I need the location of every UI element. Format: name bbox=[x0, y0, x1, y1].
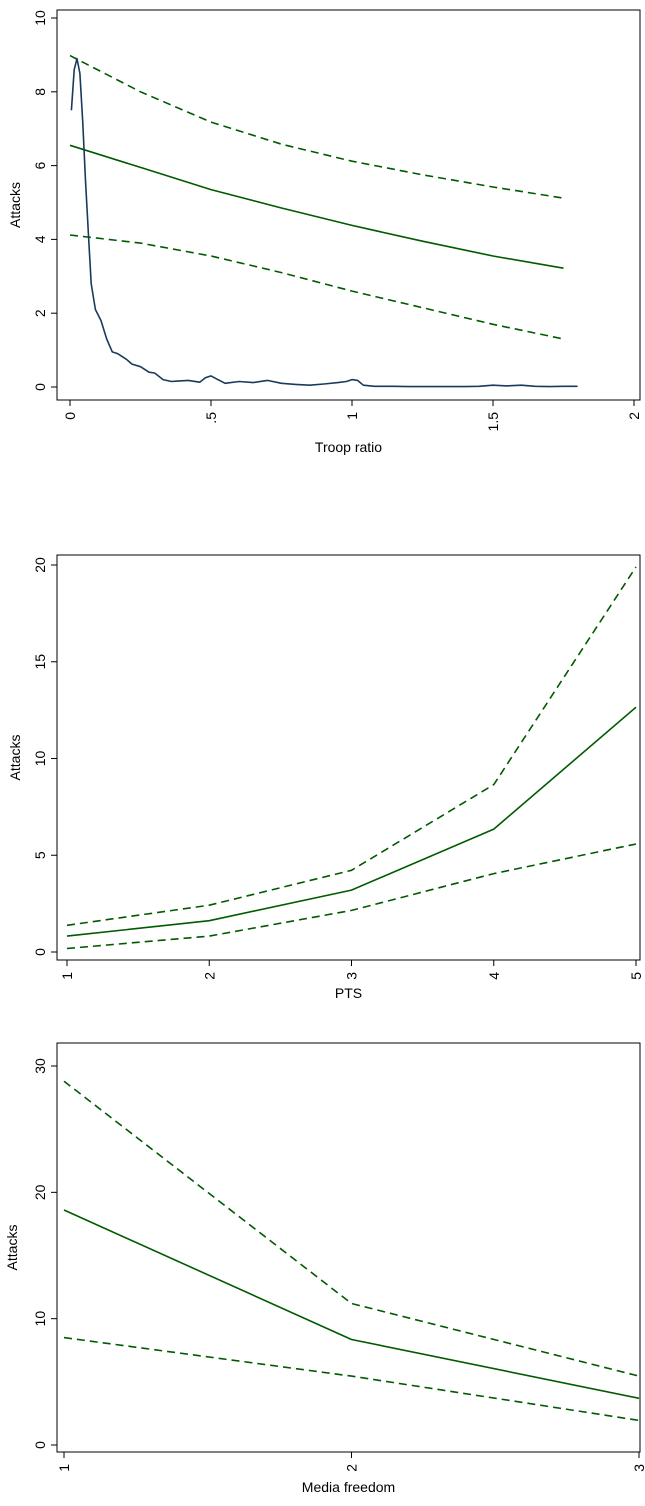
pts-x-axis-title: PTS bbox=[335, 985, 362, 1001]
troop-ratio-y-tick-label: 4 bbox=[32, 235, 48, 243]
media-freedom-y-tick-label: 20 bbox=[32, 1184, 48, 1200]
pts-x-tick-label: 5 bbox=[628, 972, 644, 980]
troop-ratio-y-tick-label: 2 bbox=[32, 309, 48, 317]
media-freedom-x-tick-label: 2 bbox=[344, 1464, 360, 1472]
pts-y-tick-label: 20 bbox=[32, 557, 48, 573]
media-freedom-series-1-dashed-line bbox=[63, 1080, 640, 1377]
troop-ratio-y-axis-title: Attacks bbox=[7, 182, 23, 228]
pts-y-tick-label: 10 bbox=[32, 751, 48, 767]
troop-ratio-x-tick-label: 1 bbox=[344, 412, 360, 420]
media-freedom-y-tick-label: 10 bbox=[32, 1311, 48, 1327]
troop-ratio-chart: 0 .5 1 1.5 2 0 2 4 6 8 10 Troop ratio Attacks bbox=[7, 9, 642, 455]
troop-ratio-x-tick-label: .5 bbox=[203, 412, 219, 424]
pts-series-0-solid-line bbox=[66, 706, 637, 937]
troop-ratio-y-tick-label: 6 bbox=[32, 161, 48, 169]
troop-ratio-y-tick-label: 8 bbox=[32, 88, 48, 96]
media-freedom-x-tick-label: 3 bbox=[631, 1464, 645, 1472]
troop-ratio-x-tick-label: 0 bbox=[62, 412, 78, 420]
pts-x-tick-label: 3 bbox=[344, 972, 360, 980]
troop-ratio-series-2-dashed-line bbox=[69, 234, 564, 340]
media-freedom-x-tick-label: 1 bbox=[56, 1464, 72, 1472]
troop-ratio-series-0-solid-line bbox=[69, 144, 564, 269]
media-freedom-x-axis-title: Media freedom bbox=[302, 1479, 395, 1495]
troop-ratio-y-tick-label: 10 bbox=[32, 10, 48, 26]
pts-y-tick-label: 0 bbox=[32, 948, 48, 956]
pts-chart: 1 2 3 4 5 0 5 10 15 20 PTS Attacks bbox=[7, 554, 644, 1001]
troop-ratio-y-tick-label: 0 bbox=[32, 383, 48, 391]
pts-plot-frame bbox=[56, 554, 641, 961]
pts-x-tick-label: 1 bbox=[59, 972, 75, 980]
pts-series-2-dashed-line bbox=[66, 843, 637, 950]
pts-x-tick-label: 2 bbox=[201, 972, 217, 980]
media-freedom-y-axis-title: Attacks bbox=[4, 1225, 20, 1271]
troop-ratio-x-tick-label: 2 bbox=[626, 412, 642, 420]
media-freedom-y-tick-label: 30 bbox=[32, 1058, 48, 1074]
media-freedom-series-2-dashed-line bbox=[63, 1336, 640, 1422]
pts-y-tick-label: 15 bbox=[32, 654, 48, 670]
pts-series-1-dashed-line bbox=[66, 566, 637, 927]
troop-ratio-x-tick-label: 1.5 bbox=[485, 412, 501, 432]
pts-y-axis-title: Attacks bbox=[7, 735, 23, 781]
media-freedom-series-0-solid-line bbox=[63, 1209, 640, 1400]
troop-ratio-x-axis-title: Troop ratio bbox=[315, 439, 382, 455]
troop-ratio-series-3-solid-line bbox=[70, 57, 578, 388]
troop-ratio-series-1-dashed-line bbox=[69, 54, 564, 199]
media-freedom-y-tick-label: 0 bbox=[32, 1441, 48, 1449]
pts-y-tick-label: 5 bbox=[32, 851, 48, 859]
media-freedom-plot-frame bbox=[56, 1042, 641, 1453]
troop-ratio-plot-frame bbox=[56, 9, 641, 401]
pts-x-tick-label: 4 bbox=[486, 972, 502, 980]
